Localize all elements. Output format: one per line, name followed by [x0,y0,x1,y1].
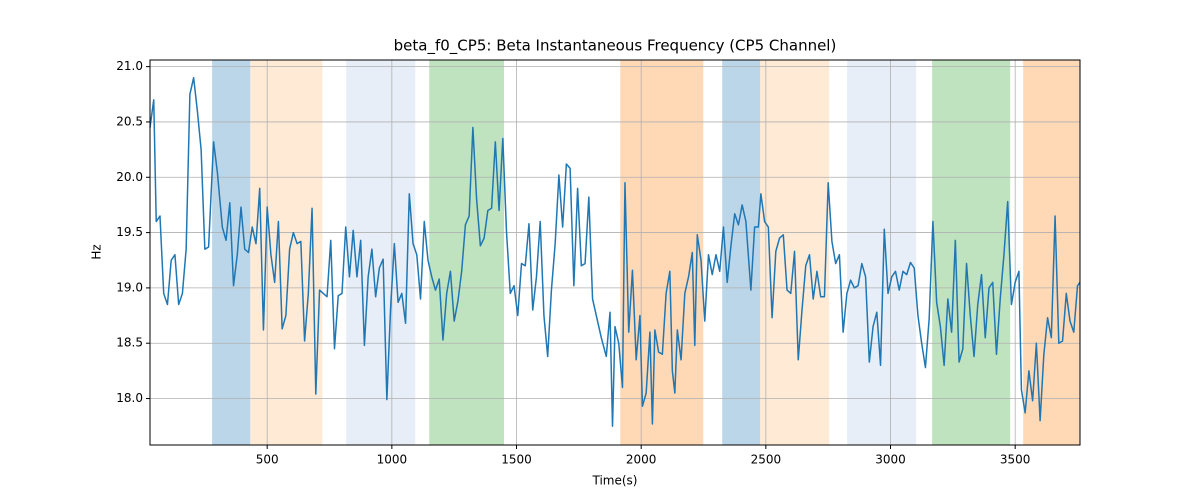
y-tick-label: 20.0 [116,170,143,184]
y-tick-label: 18.0 [116,391,143,405]
x-tick-label: 1500 [501,453,532,467]
shaded-span [847,60,917,445]
y-tick-label: 19.5 [116,225,143,239]
y-tick-label: 18.5 [116,336,143,350]
y-tick-label: 19.0 [116,280,143,294]
x-tick-label: 500 [256,453,279,467]
x-tick-label: 2000 [626,453,657,467]
x-tick-label: 1000 [377,453,408,467]
y-tick-label: 20.5 [116,114,143,128]
x-axis-label: Time(s) [592,474,638,488]
x-tick-label: 3500 [1000,453,1031,467]
shaded-span [932,60,1011,445]
shaded-span [620,60,704,445]
spans [212,60,1080,445]
shaded-span [722,60,761,445]
grid [150,60,1080,445]
y-tick-label: 21.0 [116,59,143,73]
shaded-span [212,60,251,445]
plot-frame [149,59,1081,446]
chart-title: beta_f0_CP5: Beta Instantaneous Frequenc… [394,37,837,56]
shaded-span [1023,60,1080,445]
shaded-span [429,60,505,445]
y-axis-label: Hz [90,244,104,259]
shaded-span [346,60,416,445]
x-tick-label: 2500 [751,453,782,467]
data-line [149,76,1081,427]
plot [149,76,1081,427]
x-tick-label: 3000 [875,453,906,467]
